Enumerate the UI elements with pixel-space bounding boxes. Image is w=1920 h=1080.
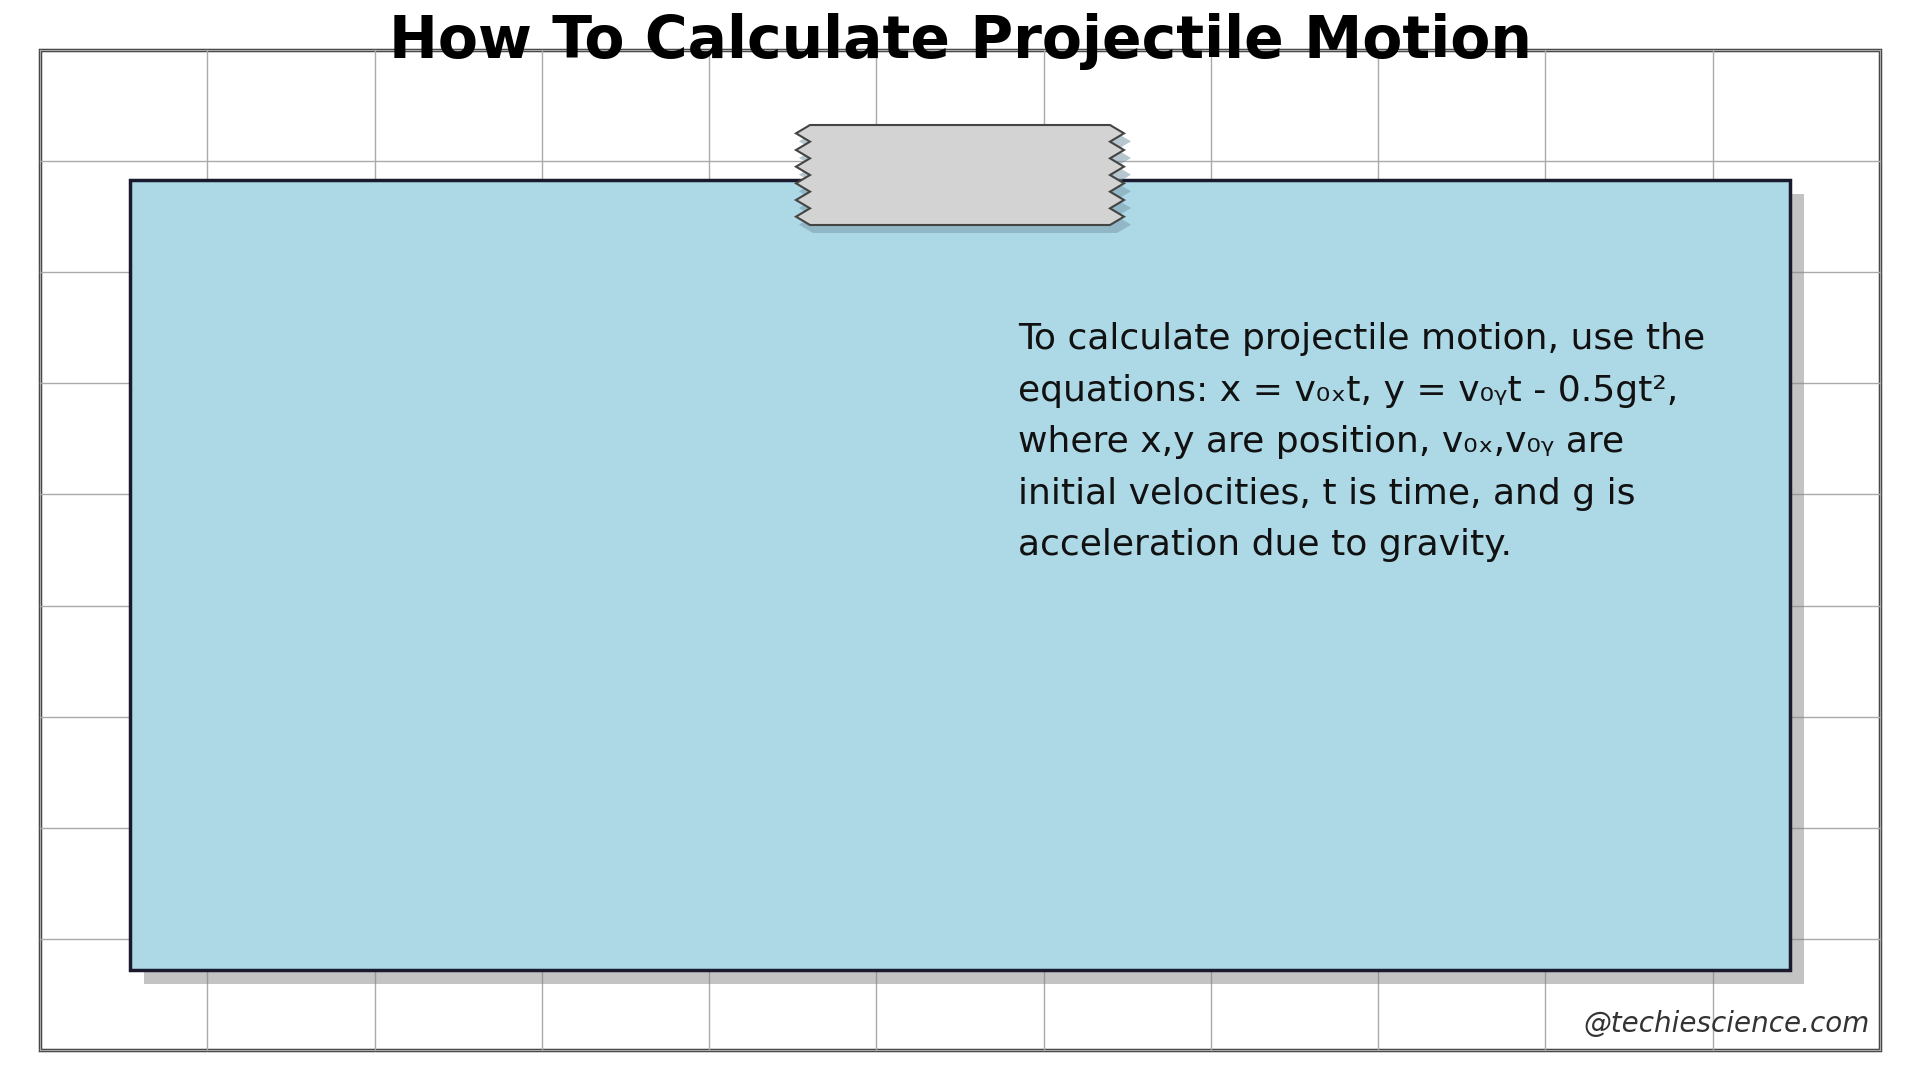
Text: To calculate projectile motion, use the
equations: x = v₀ₓt, y = v₀ᵧt - 0.5gt²,
: To calculate projectile motion, use the … (1018, 322, 1705, 563)
Text: @techiescience.com: @techiescience.com (1584, 1010, 1870, 1038)
FancyBboxPatch shape (144, 194, 1805, 984)
FancyBboxPatch shape (40, 50, 1880, 1050)
Polygon shape (799, 133, 1131, 233)
FancyBboxPatch shape (131, 180, 1789, 970)
Polygon shape (797, 125, 1123, 225)
Text: How To Calculate Projectile Motion: How To Calculate Projectile Motion (388, 13, 1532, 70)
